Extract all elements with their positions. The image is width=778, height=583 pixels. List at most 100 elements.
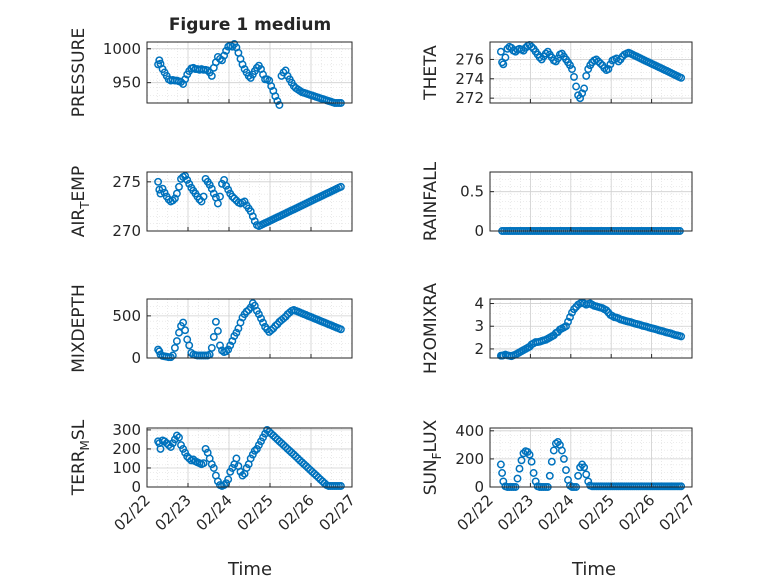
data-point [525, 450, 534, 459]
y-tick-label: 0 [474, 222, 484, 240]
data-point [232, 454, 241, 463]
data-point [279, 314, 288, 323]
subplot-6: 2 3 4 H2OMIXRA [421, 283, 693, 374]
data-point [166, 353, 175, 362]
data-point [201, 444, 210, 453]
y-tick-label: 276 [455, 50, 484, 68]
data-point [250, 217, 259, 226]
y-axis-label: SUNFLUX [421, 419, 444, 495]
data-point [238, 60, 247, 69]
data-point [224, 185, 233, 194]
data-point [220, 481, 229, 490]
y-tick-label: 300 [112, 421, 141, 439]
data-point [224, 345, 233, 354]
data-point [199, 459, 208, 468]
data-point [267, 326, 276, 335]
data-point [199, 192, 208, 201]
data-point [185, 454, 194, 463]
data-point [549, 446, 558, 455]
data-point [172, 189, 181, 198]
data-point [158, 184, 167, 193]
data-point [496, 47, 505, 56]
data-point [220, 51, 229, 60]
data-point [207, 343, 216, 352]
data-point [236, 467, 245, 476]
subplot-7: 010020030002/2202/2302/2402/2502/2602/27… [69, 419, 359, 534]
axes-box [146, 41, 353, 104]
subplot-3: 270 275 AIRTEMP [69, 166, 353, 240]
data-point [246, 454, 255, 463]
data-point [154, 177, 163, 186]
data-point [273, 97, 282, 105]
data-point [181, 326, 190, 335]
y-tick-label: 3 [474, 317, 484, 335]
y-tick-label: 400 [455, 422, 484, 440]
data-point [218, 56, 226, 65]
data-point [179, 444, 188, 453]
data-point [170, 435, 179, 444]
subplot-5: 0 500 MIXDEPTH [69, 284, 353, 373]
data-point [177, 441, 185, 450]
y-tick-label: 0 [474, 478, 484, 496]
y-tick-label: 4 [474, 295, 484, 313]
data-point [226, 467, 235, 476]
data-point [254, 441, 263, 450]
data-point [499, 60, 508, 69]
data-point [222, 46, 231, 55]
data-point [166, 443, 175, 451]
data-point [254, 310, 263, 319]
y-tick-label: 200 [112, 440, 141, 458]
data-point [498, 469, 507, 477]
data-point [183, 452, 192, 461]
data-point [164, 441, 173, 450]
data-point [336, 482, 345, 490]
y-tick-label: 274 [455, 70, 484, 88]
y-tick-label: 272 [455, 89, 484, 107]
data-point [209, 464, 218, 472]
y-axis-label: AIRTEMP [69, 166, 92, 237]
data-point [592, 55, 601, 64]
y-tick-label: 950 [112, 74, 141, 92]
data-point [209, 189, 218, 198]
axes-box [489, 427, 693, 488]
data-point [600, 64, 609, 73]
y-tick-label: 200 [455, 450, 484, 468]
data-point [582, 470, 591, 479]
data-point [172, 431, 181, 440]
axes-box [489, 41, 693, 104]
data-point [230, 194, 239, 203]
y-tick-label: 0 [131, 349, 141, 367]
data-point [677, 73, 686, 82]
data-point [547, 457, 556, 466]
data-point [566, 61, 574, 70]
data-point [216, 192, 224, 201]
data-point [213, 199, 222, 208]
data-point [559, 454, 568, 463]
data-point [232, 328, 241, 337]
data-point [222, 181, 231, 190]
y-tick-label: 2 [474, 340, 484, 358]
data-point [614, 57, 623, 66]
y-tick-label: 500 [112, 307, 141, 325]
data-point [541, 49, 550, 58]
data-point [252, 63, 261, 72]
data-point [203, 66, 212, 75]
y-tick-label: 275 [112, 173, 141, 191]
data-point [168, 439, 177, 448]
data-point [238, 471, 247, 480]
axes-box [489, 171, 693, 232]
data-point [570, 72, 578, 81]
data-point [257, 437, 265, 446]
y-axis-label: H2OMIXRA [421, 283, 441, 374]
data-point [501, 53, 510, 62]
data-point [496, 460, 505, 469]
data-point [250, 446, 259, 455]
data-point [213, 327, 222, 335]
data-point [259, 433, 267, 442]
data-point [240, 197, 249, 206]
axes-box [146, 171, 353, 232]
data-point [160, 188, 169, 197]
y-axis-label: PRESSURE [69, 28, 89, 117]
